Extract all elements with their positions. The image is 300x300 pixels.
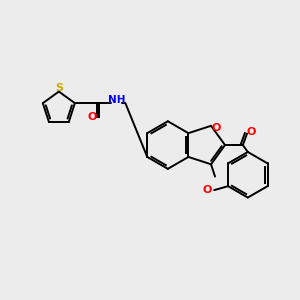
Text: S: S	[55, 82, 63, 93]
Text: O: O	[87, 112, 96, 122]
Text: NH: NH	[108, 95, 125, 105]
Text: O: O	[202, 185, 212, 195]
Text: O: O	[246, 127, 256, 137]
Text: O: O	[211, 123, 221, 133]
